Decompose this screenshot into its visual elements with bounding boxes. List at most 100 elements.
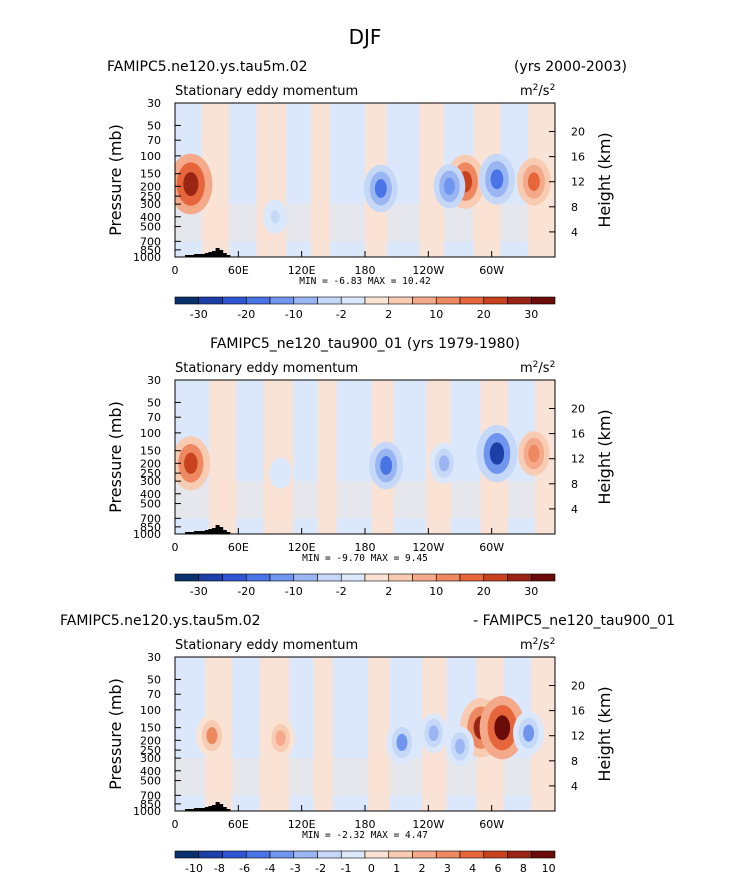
y-tick-label: 50: [147, 119, 161, 132]
y-tick-label: 30: [147, 97, 161, 110]
y-right-axis-label: Height (km): [595, 686, 614, 781]
field-band: [263, 380, 294, 534]
colorbar-box: [245, 296, 271, 305]
colorbar-box: [293, 296, 318, 305]
y-tick-label: 850: [140, 244, 161, 257]
x-tick-label: 120W: [412, 541, 444, 554]
y-right-tick-label: 8: [571, 201, 578, 214]
field-blob: [380, 456, 393, 475]
colorbar-box: [198, 296, 223, 305]
colorbar-box: [483, 850, 508, 859]
y-tick-label: 1000: [133, 528, 161, 541]
colorbar-label: -8: [214, 862, 225, 875]
x-tick-label: 180: [355, 818, 376, 831]
topography-bar: [219, 250, 224, 257]
x-tick-label: 0: [172, 264, 179, 277]
y-axis-label: Pressure (mb): [106, 124, 125, 236]
y-right-tick-label: 20: [571, 403, 585, 416]
colorbar-box: [174, 850, 200, 859]
colorbar-box: [317, 573, 342, 582]
colorbar-label: -3: [290, 862, 301, 875]
colorbar-label: -10: [185, 862, 203, 875]
chart-panel-2: FAMIPC5_ne120_tau900_01 (yrs 1979-1980) S…: [106, 336, 614, 598]
topography-base: [185, 809, 225, 811]
y-right-tick-label: 16: [571, 428, 585, 441]
x-tick-label: 180: [355, 541, 376, 554]
field-blob: [494, 715, 511, 741]
y-tick-label: 150: [140, 168, 161, 181]
colorbar-box: [412, 850, 437, 859]
panel-title-left: FAMIPC5.ne120.ys.tau5m.02: [107, 59, 308, 75]
field-blob: [439, 455, 450, 472]
colorbar-box: [364, 296, 390, 305]
y-tick-label: 150: [140, 722, 161, 735]
x-tick-label: 0: [172, 541, 179, 554]
x-tick-label: 0: [172, 818, 179, 831]
colorbar-box: [507, 850, 532, 859]
colorbar-label: 3: [444, 862, 451, 875]
x-tick-label: 60W: [479, 818, 504, 831]
x-tick-label: 60E: [228, 818, 249, 831]
y-right-tick-label: 12: [571, 453, 585, 466]
y-tick-label: 30: [147, 374, 161, 387]
colorbar-label: 8: [520, 862, 527, 875]
panel-title-right: - FAMIPC5_ne120_tau900_01: [473, 613, 675, 629]
y-tick-label: 1000: [133, 251, 161, 264]
y-tick-label: 50: [147, 396, 161, 409]
field-blob: [455, 738, 465, 755]
y-tick-label: 850: [140, 521, 161, 534]
colorbar: -10 -8 -6 -4 -3 -2 -1 0 1 2 3 4 6 8 10: [174, 850, 556, 875]
topography-bar: [215, 802, 220, 811]
min-max-stats: MIN = -2.32 MAX = 4.47: [302, 830, 428, 841]
colorbar-box: [317, 296, 342, 305]
field-band-lower: [175, 758, 555, 796]
field-blob: [184, 452, 198, 474]
colorbar-box: [388, 850, 413, 859]
colorbar-label: -4: [265, 862, 276, 875]
field-blob: [374, 179, 387, 198]
y-tick-label: 100: [140, 427, 161, 440]
panel-units: m2/s2: [520, 360, 555, 376]
y-tick-label: 300: [140, 752, 161, 765]
topography-bar: [226, 809, 231, 811]
colorbar-box: [198, 573, 223, 582]
colorbar-label: 30: [524, 585, 538, 598]
panel-subtitle: Stationary eddy momentum: [175, 638, 358, 653]
y-tick-label: 250: [140, 744, 161, 757]
x-tick-label: 120E: [288, 264, 316, 277]
y-tick-label: 700: [140, 789, 161, 802]
colorbar-box: [317, 850, 342, 859]
page-title: DJF: [349, 25, 382, 49]
colorbar-box: [174, 573, 200, 582]
colorbar-label: 1: [393, 862, 400, 875]
colorbar-label: 20: [477, 308, 491, 321]
heatmap-field: [175, 657, 555, 811]
field-band: [310, 103, 330, 257]
colorbar-label: 0: [368, 862, 375, 875]
field-blob: [528, 444, 540, 463]
panel-title-right: (yrs 2000-2003): [514, 59, 627, 75]
y-tick-label: 1000: [133, 805, 161, 818]
colorbar-box: [364, 573, 390, 582]
panel-title-center: FAMIPC5_ne120_tau900_01 (yrs 1979-1980): [210, 336, 520, 352]
y-tick-label: 300: [140, 198, 161, 211]
field-blob: [275, 730, 286, 746]
y-right-tick-label: 8: [571, 478, 578, 491]
field-blob: [527, 172, 540, 192]
field-blob: [490, 169, 504, 190]
colorbar: -30 -20 -10 -2 2 10 20 30: [174, 573, 556, 598]
x-tick-label: 120E: [288, 818, 316, 831]
topography-bar: [219, 804, 224, 811]
topography-base: [185, 532, 225, 534]
colorbar-box: [412, 296, 437, 305]
heatmap-field: [175, 103, 555, 257]
colorbar-box: [245, 573, 271, 582]
y-tick-label: 500: [140, 221, 161, 234]
y-right-tick-label: 12: [571, 730, 585, 743]
x-tick-label: 120W: [412, 264, 444, 277]
topography-bar: [212, 528, 216, 534]
y-tick-label: 70: [147, 134, 161, 147]
colorbar-box: [388, 573, 413, 582]
colorbar-label: -2: [336, 585, 347, 598]
